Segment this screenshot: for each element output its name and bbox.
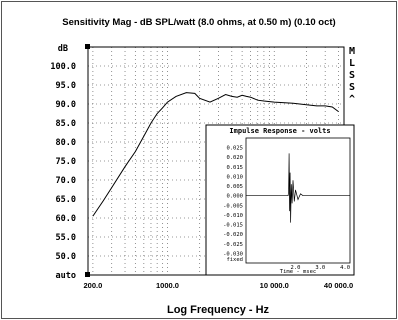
side-label: S — [349, 70, 355, 81]
y-tick-label: 75.0 — [56, 157, 76, 167]
inset-y-tick-label: 0.020 — [226, 155, 243, 161]
chart-title: Sensitivity Mag - dB SPL/watt (8.0 ohms,… — [62, 17, 335, 28]
y-tick-label: 60.0 — [56, 214, 76, 224]
y-tick-label: 80.0 — [56, 138, 76, 148]
y-tick-label: 95.0 — [56, 81, 76, 91]
inset-y-tick-label: -0.025 — [223, 242, 243, 248]
x-tick-label: 1000.0 — [156, 281, 179, 290]
inset-y-tick-label: -0.010 — [223, 213, 243, 219]
inset-y-tick-label: 0.025 — [226, 146, 243, 152]
inset-y-tick-label: -0.020 — [223, 232, 243, 238]
y-tick-label: 90.0 — [56, 100, 76, 110]
inset-plot-area — [245, 137, 351, 264]
inset-y-tick-label: -0.030 — [223, 251, 243, 257]
inset-x-tick-label: 3.0 — [315, 265, 325, 271]
x-tick-label: 10 000.0 — [260, 281, 289, 290]
inset-y-tick-labels: 0.025 0.020 0.015 0.010 0.005 0.000 -0.005 -0.0… — [223, 146, 243, 258]
inset-fixed-label: fixed — [226, 257, 243, 263]
inset-y-tick-label: -0.015 — [223, 223, 243, 229]
side-label: S — [349, 82, 355, 93]
impulse-series-line — [246, 153, 350, 223]
x-tick-label: 200.0 — [83, 281, 102, 290]
inset-x-tick-labels: 2.0 3.0 4.0 — [291, 265, 350, 271]
sensitivity-series-line — [92, 92, 339, 217]
inset-y-tick-label: 0.005 — [226, 184, 243, 190]
y-tick-label: 85.0 — [56, 119, 76, 129]
side-label: ^ — [349, 94, 355, 105]
y-tick-label: 55.0 — [56, 233, 76, 243]
x-axis-label: Log Frequency - Hz — [167, 304, 270, 316]
y-tick-label: 70.0 — [56, 176, 76, 186]
y-tick-labels: 100.0 95.0 90.0 85.0 80.0 75.0 70.0 65.0 60.0 55.… — [50, 62, 76, 262]
inset-y-tick-label: 0.000 — [226, 194, 243, 200]
inset-y-tick-label: 0.015 — [226, 165, 243, 171]
y-tick-label: 65.0 — [56, 195, 76, 205]
inset-y-tick-label: 0.010 — [226, 174, 243, 180]
inset-x-tick-label: 4.0 — [340, 265, 350, 271]
y-tick-label: 100.0 — [50, 62, 76, 72]
y-auto-label: auto — [56, 271, 76, 281]
side-label: M — [349, 46, 355, 57]
x-tick-labels: 200.0 1000.0 10 000.0 40 000.0 — [83, 281, 353, 290]
x-tick-label: 40 000.0 — [324, 281, 353, 290]
y-unit-label: dB — [58, 44, 68, 54]
inset-x-tick-label: 2.0 — [291, 265, 301, 271]
side-label: L — [349, 58, 355, 69]
impulse-response-inset: Impulse Response - volts 0.025 0.020 0.015… — [205, 124, 355, 276]
inset-x-axis-label: Time - msec — [280, 269, 316, 275]
y-tick-label: 50.0 — [56, 252, 76, 262]
inset-title: Impulse Response - volts — [229, 127, 330, 135]
inset-y-tick-label: -0.005 — [223, 203, 243, 209]
